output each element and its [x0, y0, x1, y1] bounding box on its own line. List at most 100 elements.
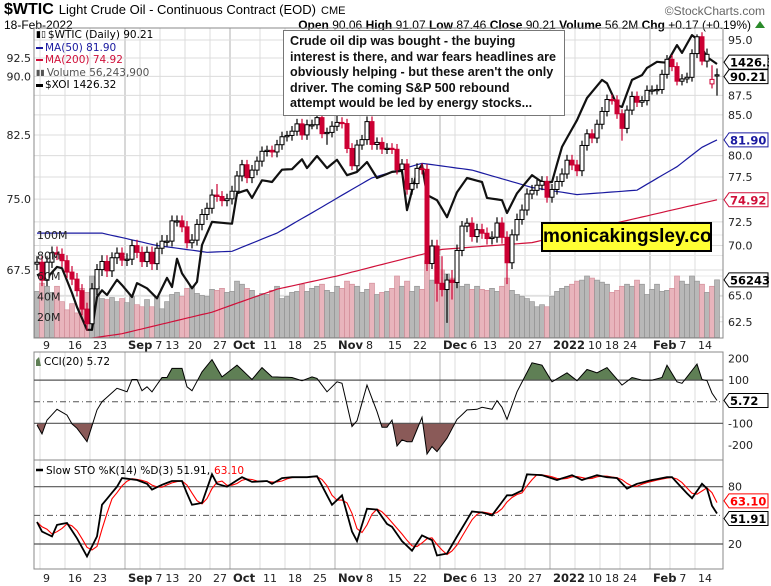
- candle-body: [479, 229, 485, 234]
- candle: [484, 227, 490, 245]
- volume-bar: [114, 301, 120, 338]
- price-axis-label: 92.5: [7, 52, 32, 65]
- candle-body: [34, 261, 40, 265]
- volume-bar: [654, 283, 660, 338]
- candle-body: [504, 236, 510, 264]
- candle-body: [264, 149, 270, 152]
- candle: [174, 215, 180, 227]
- volume-bar: [619, 285, 625, 338]
- volume-bar: [674, 275, 680, 338]
- price-axis-label: 70.0: [728, 240, 753, 253]
- candle: [524, 188, 530, 216]
- volume-bar: [664, 290, 670, 338]
- cci-axis-label: 100: [728, 374, 749, 387]
- candle: [514, 213, 520, 241]
- cci-legend: CCI(20) 5.72: [44, 356, 110, 368]
- xoi-value-tag-text: 1426.32: [730, 56, 771, 70]
- candle-body: [549, 188, 555, 198]
- volume-value-tag-text: 56243900: [730, 273, 771, 287]
- candle-body: [699, 36, 705, 62]
- x-axis-label: 10: [588, 339, 602, 352]
- price-axis-label: 65.0: [728, 289, 753, 302]
- volume-bar: [199, 295, 205, 338]
- candle: [189, 234, 195, 249]
- candle-body: [139, 251, 145, 263]
- candle: [664, 55, 670, 79]
- candle-body: [349, 147, 355, 167]
- candle: [74, 272, 80, 297]
- volume-bar: [299, 283, 305, 338]
- sto-legend-prefix: Slow STO %K(14) %D(3) 51.91,: [46, 465, 210, 477]
- candle-body: [174, 220, 180, 223]
- candle-body: [619, 113, 625, 129]
- x-axis-label: 15: [388, 572, 402, 585]
- candle: [169, 215, 175, 247]
- volume-bar: [204, 296, 210, 338]
- candle-body: [664, 58, 670, 75]
- candle: [364, 116, 370, 145]
- volume-bar: [609, 292, 615, 338]
- candle-body: [144, 251, 150, 263]
- candle: [39, 256, 45, 287]
- volume-bar: [519, 296, 525, 338]
- x-axis-label: 18: [605, 572, 619, 585]
- volume-bar: [694, 280, 700, 338]
- x-axis-label: 20: [508, 572, 522, 585]
- volume-bar: [684, 283, 690, 338]
- volume-bar: [104, 299, 110, 338]
- candle: [179, 215, 185, 233]
- candle: [274, 139, 280, 158]
- candle-body: [639, 100, 645, 103]
- candle-body: [364, 121, 370, 141]
- candle-body: [684, 76, 690, 80]
- up-triangle-icon: [755, 21, 765, 28]
- candle-body: [559, 173, 565, 182]
- candle: [479, 223, 485, 239]
- price-axis-label: 75.0: [7, 193, 32, 206]
- candle-body: [99, 260, 105, 271]
- volume-bar: [484, 290, 490, 338]
- x-axis-label: 14: [698, 339, 712, 352]
- volume-bar: [274, 285, 280, 338]
- candle-body: [294, 123, 300, 132]
- candle: [454, 244, 460, 289]
- x-axis-label: Dec: [443, 571, 467, 585]
- x-axis-label: Sep: [128, 571, 152, 585]
- candle: [549, 184, 555, 203]
- x-axis-label: 27: [213, 572, 227, 585]
- candle: [354, 139, 360, 171]
- candle: [309, 119, 315, 130]
- candle-body: [379, 141, 385, 150]
- value-tag-outline: [723, 392, 769, 408]
- volume-bar: [509, 290, 515, 338]
- candle: [349, 143, 355, 171]
- candle: [649, 85, 655, 95]
- candle: [104, 255, 110, 278]
- candle: [244, 159, 250, 184]
- candle-body: [494, 222, 500, 238]
- candle: [439, 256, 445, 297]
- candle-body: [519, 209, 525, 220]
- candle: [119, 247, 125, 267]
- x-axis-label: 13: [165, 339, 179, 352]
- volume-axis-label: 80M: [37, 250, 61, 263]
- candle: [304, 119, 310, 140]
- candle: [109, 252, 115, 278]
- volume-bar: [679, 280, 685, 338]
- candle-body: [74, 278, 80, 292]
- candle-body: [499, 222, 505, 238]
- candle-body: [124, 258, 130, 261]
- candle: [269, 145, 275, 158]
- candle: [444, 273, 450, 323]
- candle-body: [134, 245, 140, 253]
- candle: [679, 74, 685, 86]
- candle-body: [389, 147, 395, 150]
- value-tag-outline: [723, 272, 769, 288]
- candle: [34, 256, 40, 270]
- volume-bar: [479, 289, 485, 338]
- volume-value-tag: 56243900: [723, 272, 771, 288]
- candle-body: [434, 245, 440, 284]
- stochastic-panel-border: [33, 459, 724, 570]
- candle-body: [609, 99, 615, 102]
